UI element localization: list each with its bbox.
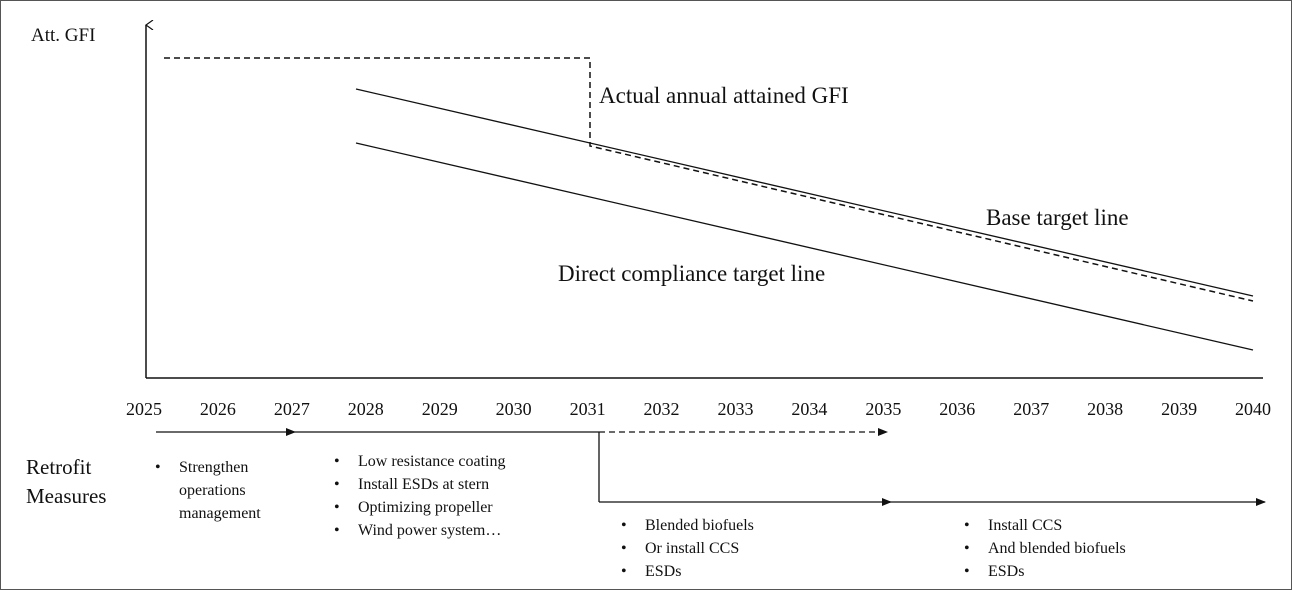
year-label: 2038 [1087, 399, 1123, 419]
measure-item: And blended biofuels [964, 537, 1204, 560]
direct-compliance-line [355, 142, 1254, 351]
retrofit-label: Measures [26, 484, 107, 508]
measure-item: Blended biofuels [621, 514, 861, 537]
measure-list: Strengthen operations management [155, 456, 281, 525]
measure-item: Install CCS [964, 514, 1204, 537]
measure-item: ESDs [964, 560, 1204, 583]
measure-item: ESDs [621, 560, 861, 583]
measure-list: Low resistance coatingInstall ESDs at st… [334, 450, 574, 542]
measure-item: Strengthen operations management [155, 456, 281, 525]
year-label: 2029 [422, 399, 458, 419]
actual-label: Actual annual attained GFI [599, 83, 849, 108]
measure-item: Install ESDs at stern [334, 473, 574, 496]
year-label: 2030 [496, 399, 532, 419]
measure-item: Or install CCS [621, 537, 861, 560]
year-label: 2031 [570, 399, 606, 419]
direct-label: Direct compliance target line [558, 261, 825, 286]
year-label: 2026 [200, 399, 236, 419]
base-target-line [355, 88, 1254, 297]
year-label: 2039 [1161, 399, 1197, 419]
actual-gfi-line [164, 57, 1254, 302]
retrofit-label: Retrofit [26, 455, 92, 479]
year-label: 2033 [717, 399, 753, 419]
measure-item: Wind power system… [334, 519, 574, 542]
y-axis-label: Att. GFI [31, 25, 95, 46]
measure-item: Low resistance coating [334, 450, 574, 473]
year-label: 2034 [791, 399, 827, 419]
year-label: 2036 [939, 399, 975, 419]
year-label: 2025 [126, 399, 162, 419]
year-label: 2027 [274, 399, 310, 419]
year-label: 2037 [1013, 399, 1049, 419]
measure-list: Blended biofuelsOr install CCSESDs [621, 514, 861, 583]
measure-list: Install CCSAnd blended biofuelsESDs [964, 514, 1204, 583]
year-label: 2032 [644, 399, 680, 419]
measure-item: Optimizing propeller [334, 496, 574, 519]
year-label: 2040 [1235, 399, 1271, 419]
base-label: Base target line [986, 205, 1129, 230]
year-label: 2035 [865, 399, 901, 419]
year-label: 2028 [348, 399, 384, 419]
year-labels: 2025 2026 2027 2028 2029 2030 2031 2032 2033 2034… [126, 399, 1271, 419]
